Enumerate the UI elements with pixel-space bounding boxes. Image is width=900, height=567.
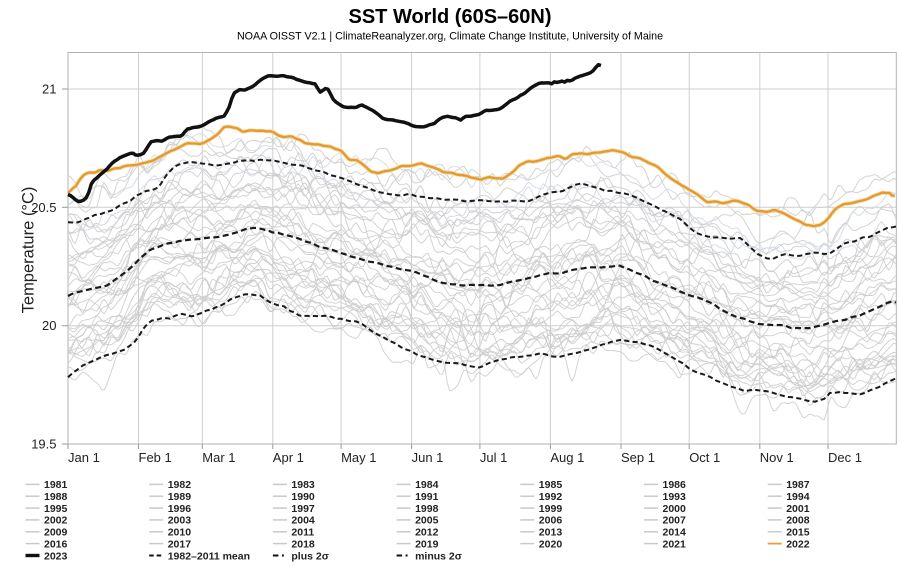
svg-text:2009: 2009 bbox=[44, 527, 68, 539]
svg-text:1986: 1986 bbox=[663, 479, 687, 491]
svg-text:1993: 1993 bbox=[663, 491, 687, 503]
svg-text:Feb 1: Feb 1 bbox=[139, 450, 172, 465]
svg-text:SST World (60S–60N): SST World (60S–60N) bbox=[348, 6, 551, 28]
svg-text:1990: 1990 bbox=[291, 491, 315, 503]
svg-text:2011: 2011 bbox=[291, 527, 314, 539]
svg-text:May 1: May 1 bbox=[341, 450, 376, 465]
svg-text:Jun 1: Jun 1 bbox=[412, 450, 444, 465]
svg-text:2014: 2014 bbox=[663, 527, 687, 539]
svg-text:Aug 1: Aug 1 bbox=[550, 450, 584, 465]
svg-text:1992: 1992 bbox=[539, 491, 563, 503]
svg-text:2013: 2013 bbox=[539, 527, 563, 539]
svg-text:Apr 1: Apr 1 bbox=[273, 450, 304, 465]
svg-text:19.5: 19.5 bbox=[31, 437, 56, 452]
svg-text:1995: 1995 bbox=[44, 503, 68, 515]
svg-text:2017: 2017 bbox=[168, 538, 192, 550]
svg-text:2008: 2008 bbox=[786, 515, 810, 527]
svg-text:Jan 1: Jan 1 bbox=[68, 450, 100, 465]
svg-text:1983: 1983 bbox=[291, 479, 315, 491]
svg-text:1984: 1984 bbox=[415, 479, 439, 491]
svg-text:2016: 2016 bbox=[44, 538, 68, 550]
svg-text:1982: 1982 bbox=[168, 479, 192, 491]
svg-text:Sep 1: Sep 1 bbox=[621, 450, 655, 465]
svg-text:plus 2σ: plus 2σ bbox=[291, 550, 329, 562]
svg-text:minus 2σ: minus 2σ bbox=[415, 550, 462, 562]
svg-text:1998: 1998 bbox=[415, 503, 439, 515]
svg-text:2003: 2003 bbox=[168, 515, 192, 527]
svg-text:1985: 1985 bbox=[539, 479, 563, 491]
svg-text:2004: 2004 bbox=[291, 515, 315, 527]
svg-text:2018: 2018 bbox=[291, 538, 315, 550]
svg-text:1991: 1991 bbox=[415, 491, 439, 503]
svg-text:Oct 1: Oct 1 bbox=[689, 450, 720, 465]
svg-text:1982–2011 mean: 1982–2011 mean bbox=[168, 550, 250, 562]
svg-text:Mar 1: Mar 1 bbox=[202, 450, 235, 465]
svg-text:2000: 2000 bbox=[663, 503, 687, 515]
svg-text:2022: 2022 bbox=[786, 538, 810, 550]
svg-text:2005: 2005 bbox=[415, 515, 439, 527]
svg-text:2021: 2021 bbox=[663, 538, 687, 550]
svg-text:2007: 2007 bbox=[663, 515, 687, 527]
svg-text:1988: 1988 bbox=[44, 491, 68, 503]
svg-text:20: 20 bbox=[42, 318, 56, 333]
svg-text:Temperature (°C): Temperature (°C) bbox=[20, 187, 38, 314]
svg-text:2019: 2019 bbox=[415, 538, 439, 550]
svg-text:2012: 2012 bbox=[415, 527, 439, 539]
svg-text:2010: 2010 bbox=[168, 527, 192, 539]
svg-text:2023: 2023 bbox=[44, 550, 68, 562]
svg-text:2006: 2006 bbox=[539, 515, 563, 527]
svg-text:Nov 1: Nov 1 bbox=[760, 450, 794, 465]
svg-text:21: 21 bbox=[42, 82, 56, 97]
svg-text:2002: 2002 bbox=[44, 515, 68, 527]
svg-text:2020: 2020 bbox=[539, 538, 563, 550]
svg-text:1996: 1996 bbox=[168, 503, 192, 515]
svg-text:2001: 2001 bbox=[786, 503, 810, 515]
svg-text:1981: 1981 bbox=[44, 479, 68, 491]
svg-text:NOAA OISST V2.1 | ClimateReana: NOAA OISST V2.1 | ClimateReanalyzer.org,… bbox=[237, 31, 663, 43]
svg-text:1987: 1987 bbox=[786, 479, 810, 491]
svg-text:20.5: 20.5 bbox=[31, 200, 56, 215]
svg-text:1999: 1999 bbox=[539, 503, 563, 515]
svg-text:Dec 1: Dec 1 bbox=[828, 450, 862, 465]
svg-text:1994: 1994 bbox=[786, 491, 810, 503]
svg-text:1997: 1997 bbox=[291, 503, 315, 515]
svg-text:2015: 2015 bbox=[786, 527, 810, 539]
svg-text:Jul 1: Jul 1 bbox=[480, 450, 507, 465]
svg-text:1989: 1989 bbox=[168, 491, 192, 503]
